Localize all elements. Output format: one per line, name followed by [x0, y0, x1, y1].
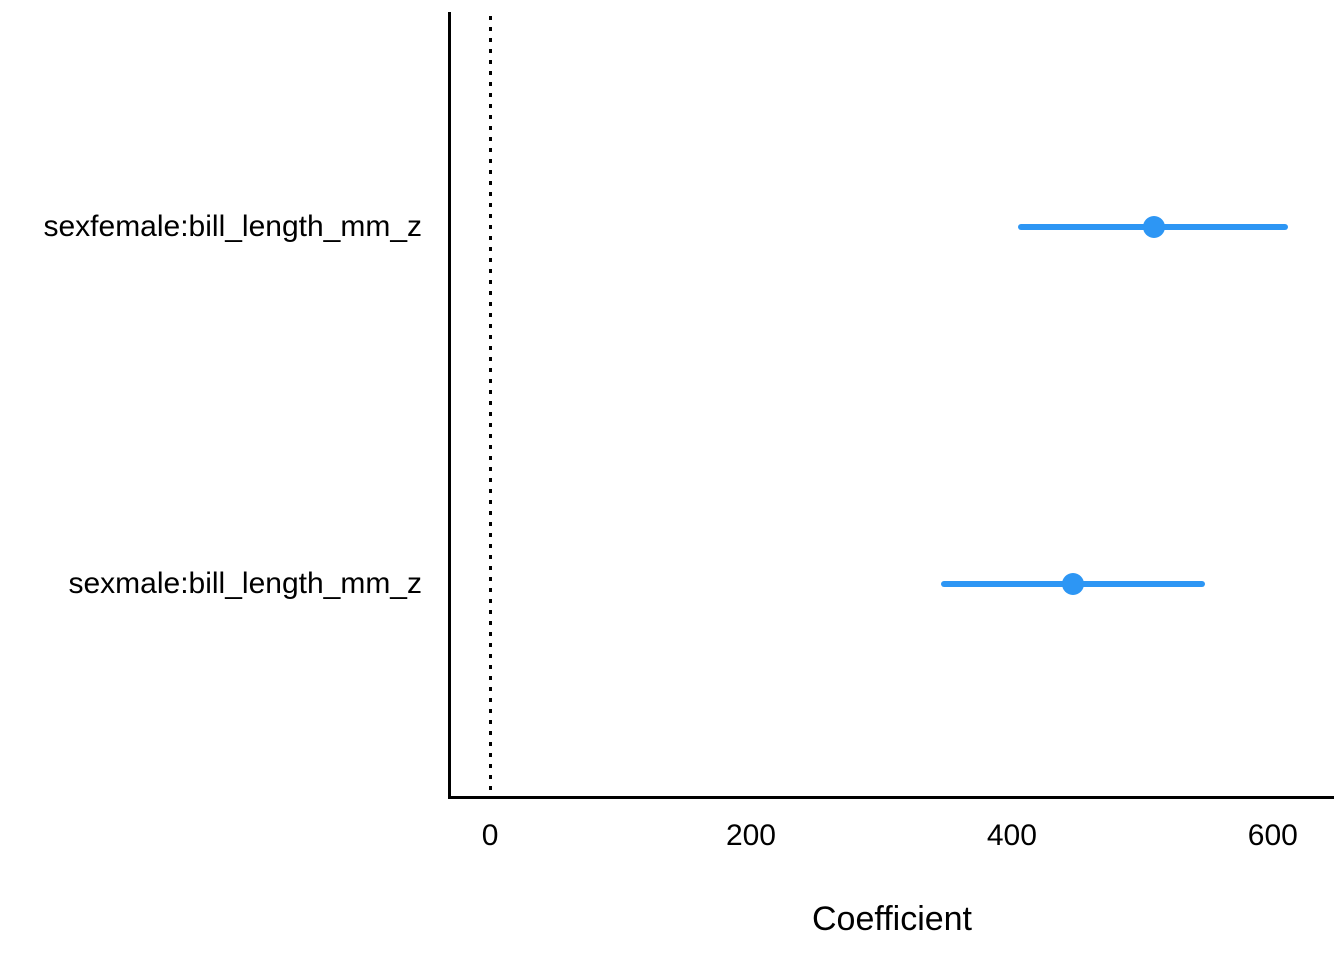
- zero-reference-line: [488, 16, 492, 795]
- x-axis-line: [448, 796, 1334, 799]
- plot-panel: [448, 12, 1334, 799]
- x-axis-title: Coefficient: [811, 900, 973, 938]
- y-axis-line: [448, 12, 451, 799]
- point-estimate-0: [1143, 215, 1166, 238]
- x-tick-label-600: 600: [1247, 819, 1298, 852]
- y-axis-label-0: sexfemale:bill_length_mm_z: [43, 209, 422, 243]
- x-tick-label-400: 400: [986, 819, 1037, 852]
- x-tick-label-200: 200: [725, 819, 776, 852]
- y-axis-label-1: sexmale:bill_length_mm_z: [68, 567, 423, 601]
- x-tick-label-0: 0: [481, 819, 499, 852]
- point-estimate-1: [1062, 573, 1085, 596]
